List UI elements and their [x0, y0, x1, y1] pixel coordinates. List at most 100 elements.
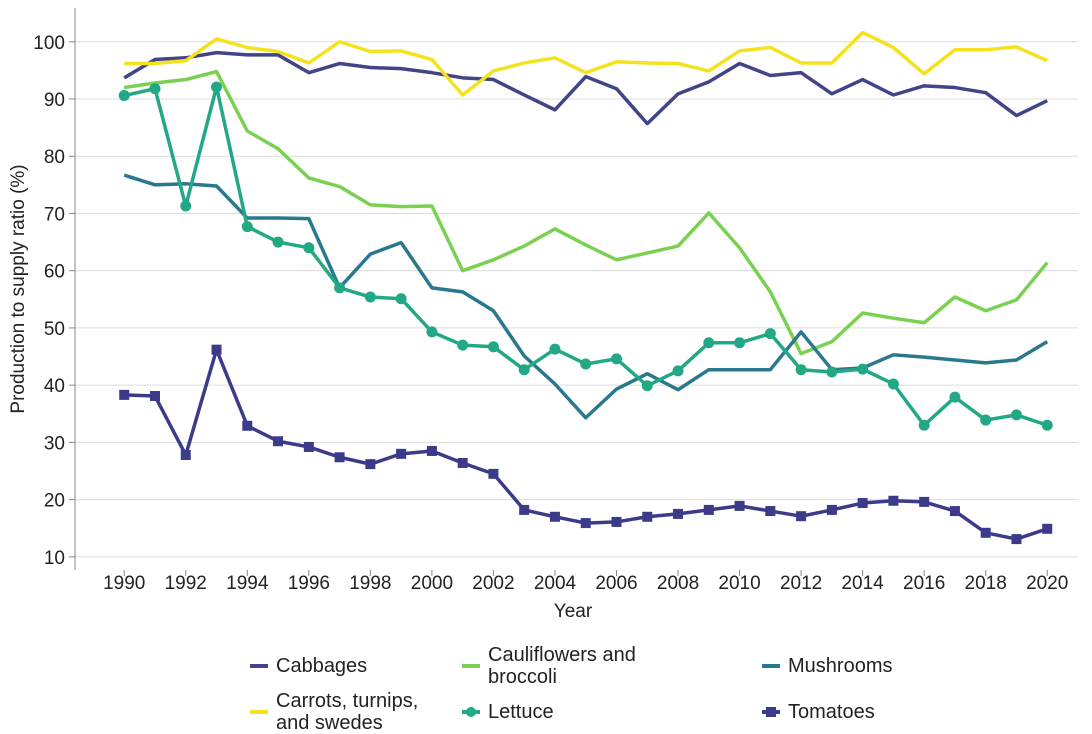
x-tick-label: 2006	[595, 573, 637, 594]
point	[703, 504, 714, 515]
point	[888, 495, 899, 506]
y-tick-label: 30	[44, 433, 65, 454]
point	[549, 511, 560, 522]
x-tick-label: 2004	[534, 573, 577, 594]
legend: Cabbages Cauliflowers and broccoli Mushroo…	[250, 644, 962, 734]
point	[980, 527, 991, 538]
legend-label: Lettuce	[488, 701, 554, 723]
point	[364, 291, 376, 303]
point	[273, 436, 284, 447]
point	[949, 506, 960, 517]
point	[765, 506, 776, 517]
x-tick-label: 2000	[411, 573, 453, 594]
y-tick-label: 80	[44, 147, 65, 168]
legend-label: Cabbages	[276, 655, 368, 677]
x-tick-label: 1992	[165, 573, 207, 594]
point	[857, 363, 869, 375]
point	[672, 365, 684, 377]
x-tick-label: 2020	[1026, 573, 1068, 594]
point	[673, 508, 684, 519]
legend-marker	[466, 707, 476, 717]
point	[180, 449, 191, 460]
point	[764, 328, 776, 340]
point	[241, 221, 253, 233]
y-tick-label: 70	[44, 204, 65, 225]
x-tick-label: 2010	[718, 573, 760, 594]
series-line	[123, 50, 1048, 126]
series-line	[123, 173, 1049, 420]
legend-label: Tomatoes	[788, 701, 875, 723]
legend-swatch	[762, 707, 780, 717]
point	[734, 337, 746, 349]
point	[180, 200, 192, 212]
point	[642, 511, 653, 522]
point	[549, 343, 561, 355]
y-tick-label: 10	[44, 548, 65, 569]
point	[395, 293, 407, 305]
point	[242, 420, 253, 431]
point	[518, 364, 530, 376]
x-tick-label: 1998	[349, 573, 391, 594]
series-line	[123, 69, 1049, 356]
point	[580, 518, 591, 529]
y-axis-title: Production to supply ratio (%)	[8, 164, 29, 413]
point	[795, 364, 807, 376]
point	[580, 358, 592, 370]
y-tick-label: 60	[44, 262, 65, 283]
x-tick-label: 2002	[472, 573, 514, 594]
point	[1042, 523, 1053, 534]
point	[426, 445, 437, 456]
point	[1041, 419, 1053, 431]
legend-item: Lettuce	[462, 690, 762, 734]
y-tick-label: 90	[44, 90, 65, 111]
point	[211, 81, 223, 93]
y-tick-label: 100	[33, 33, 65, 54]
point	[426, 326, 438, 338]
point	[918, 419, 930, 431]
point	[488, 468, 499, 479]
point	[396, 448, 407, 459]
point	[949, 391, 961, 403]
y-tick-label: 20	[44, 491, 65, 512]
point	[149, 391, 160, 402]
legend-swatch	[250, 710, 268, 714]
point	[611, 516, 622, 527]
point	[980, 414, 992, 426]
x-tick-label: 1996	[288, 573, 330, 594]
x-tick-label: 2008	[657, 573, 699, 594]
point	[1011, 534, 1022, 545]
legend-item: Cauliflowers and broccoli	[462, 644, 762, 688]
point	[857, 498, 868, 509]
point	[826, 504, 837, 515]
point	[457, 457, 468, 468]
legend-label: Carrots, turnips, and swedes	[276, 690, 419, 734]
point	[211, 344, 222, 355]
legend-item: Tomatoes	[762, 690, 962, 734]
legend-swatch	[462, 664, 480, 668]
legend-swatch	[762, 664, 780, 668]
point	[641, 380, 653, 392]
legend-swatch	[462, 707, 480, 717]
point	[334, 282, 346, 294]
chart: Year Production to supply ratio (%) 10 20…	[8, 8, 1078, 622]
x-tick-label: 2018	[965, 573, 1007, 594]
point	[1010, 409, 1022, 421]
series-line	[124, 347, 1048, 541]
legend-item: Mushrooms	[762, 644, 962, 688]
point	[119, 389, 130, 400]
point	[334, 452, 345, 463]
point	[610, 353, 622, 365]
point	[734, 500, 745, 511]
point	[487, 341, 499, 353]
point	[365, 459, 376, 470]
point	[519, 504, 530, 515]
x-axis-title: Year	[554, 601, 593, 622]
point	[796, 511, 807, 522]
point	[919, 496, 930, 507]
series-line	[124, 30, 1048, 97]
series-line	[123, 85, 1048, 427]
x-tick-label: 2014	[841, 573, 884, 594]
y-tick-label: 50	[44, 319, 65, 340]
x-tick-label: 1994	[226, 573, 269, 594]
